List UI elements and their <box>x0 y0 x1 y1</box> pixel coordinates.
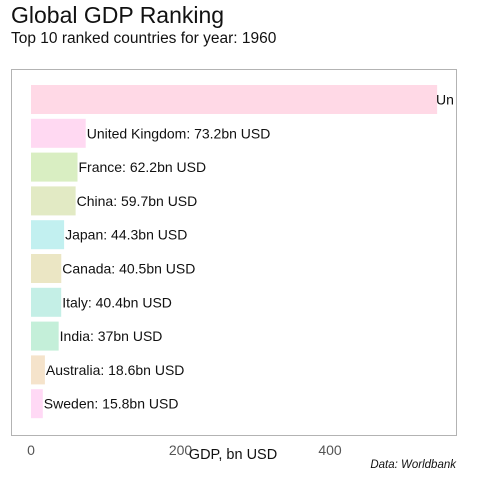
x-tick-label: 0 <box>27 442 35 458</box>
x-tick-label: 200 <box>169 442 193 458</box>
chart-title: Global GDP Ranking <box>11 2 225 28</box>
x-tick-label: 400 <box>318 442 342 458</box>
bar-canada <box>31 254 62 283</box>
bar-united-states <box>31 85 438 114</box>
bar-label: Sweden: 15.8bn USD <box>44 396 179 412</box>
bar-united-kingdom <box>31 118 86 148</box>
bar-china <box>31 186 76 216</box>
bar-label: United Kingdom: 73.2bn USD <box>87 125 271 141</box>
x-axis-title: GDP, bn USD <box>188 447 278 463</box>
bar-label: China: 59.7bn USD <box>77 193 198 209</box>
data-source-caption: Data: Worldbank <box>370 459 456 471</box>
bar-sweden <box>31 389 43 419</box>
chart-subtitle: Top 10 ranked countries for year: 1960 <box>11 30 277 47</box>
bar-italy <box>31 287 62 317</box>
bar-australia <box>31 355 45 385</box>
bar-india <box>31 321 59 351</box>
x-axis-ticks: 0 200 400 <box>27 442 342 458</box>
bar-france <box>31 152 78 182</box>
bar-japan <box>31 220 65 250</box>
bar-label: Italy: 40.4bn USD <box>62 294 172 310</box>
bar-label: Canada: 40.5bn USD <box>62 261 195 277</box>
bar-label: India: 37bn USD <box>60 328 163 344</box>
bar-label: France: 62.2bn USD <box>78 159 206 175</box>
bar-label: Australia: 18.6bn USD <box>46 362 185 378</box>
bar-label: Un <box>436 92 454 108</box>
bars-group: Un United Kingdom: 73.2bn USD France: 62.2… <box>31 85 454 419</box>
bar-label: Japan: 44.3bn USD <box>65 227 187 243</box>
